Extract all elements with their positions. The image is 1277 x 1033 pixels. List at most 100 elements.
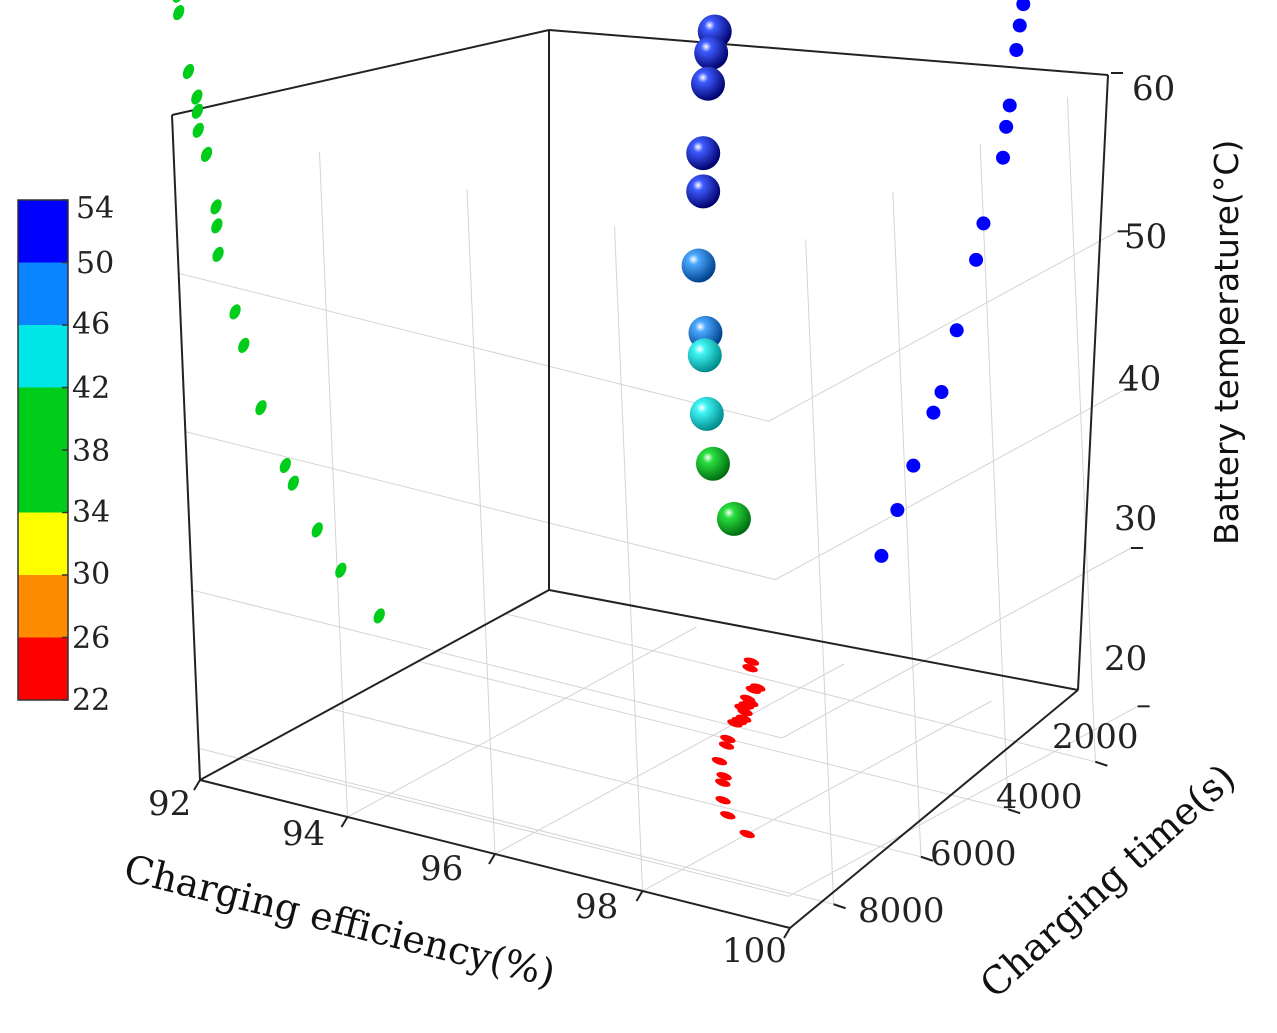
projection-point-red xyxy=(727,719,743,728)
x-tick-mark xyxy=(783,927,791,939)
colorbar-tick: 34 xyxy=(72,495,110,530)
colorbar-tick: 50 xyxy=(76,246,114,281)
projection-point-green xyxy=(279,457,291,474)
colorbar-tick: 26 xyxy=(72,621,110,656)
grid-line xyxy=(347,626,697,818)
y-tick-label: 4000 xyxy=(996,777,1083,817)
colorbar-band xyxy=(18,637,68,700)
tick-marks xyxy=(193,72,1150,939)
projection-point-blue xyxy=(934,385,949,400)
grid-line xyxy=(319,151,348,818)
projection-point-blue xyxy=(906,458,921,473)
grid-line xyxy=(892,191,922,857)
y-tick-label: 8000 xyxy=(858,891,945,931)
projection-point-green xyxy=(192,122,204,138)
projection-point-green xyxy=(212,246,224,262)
grid-line xyxy=(185,431,776,581)
projection-point-red xyxy=(742,664,758,673)
projection-point-green xyxy=(287,475,300,491)
projection-point-blue xyxy=(1002,98,1017,113)
projection-point-green xyxy=(173,5,185,21)
projection-point-green xyxy=(255,400,267,416)
scatter-sphere xyxy=(681,248,716,283)
x-tick-label: 94 xyxy=(282,814,325,854)
grid-line xyxy=(805,239,835,905)
colorbar-band xyxy=(18,575,68,638)
grid-line xyxy=(768,230,1118,422)
z-tick-label: 60 xyxy=(1132,69,1175,109)
projection-point-blue xyxy=(890,503,905,517)
colorbar-tick: 22 xyxy=(72,683,110,718)
grid-line xyxy=(642,700,992,892)
projection-point-green xyxy=(191,89,203,105)
projection-point-green xyxy=(172,0,184,3)
scatter-sphere xyxy=(695,446,730,481)
scatter-sphere xyxy=(691,66,726,101)
grid-line xyxy=(178,272,769,422)
grid-line xyxy=(243,755,834,905)
y-tick-mark xyxy=(920,855,934,862)
z-axis-title: Battery temperature(°C) xyxy=(1207,140,1246,545)
projection-point-red xyxy=(715,796,731,805)
y-tick-label: 2000 xyxy=(1052,717,1139,757)
floor-left-back-edge xyxy=(199,589,550,781)
grid-lines xyxy=(178,96,1138,905)
x-tick-mark xyxy=(488,853,496,865)
right-vertical-edge xyxy=(1077,74,1109,691)
projection-point-red xyxy=(715,778,731,787)
projection-point-blue xyxy=(1009,43,1024,58)
z-tick-label: 20 xyxy=(1104,639,1147,679)
colorbar-tick: 54 xyxy=(76,191,114,226)
grid-line xyxy=(979,144,1009,810)
top-right-edge xyxy=(548,29,1109,76)
projection-efficiency-temperature xyxy=(172,0,385,624)
projection-point-blue xyxy=(949,323,964,338)
scatter-spheres xyxy=(681,14,751,536)
scatter-sphere xyxy=(689,396,724,431)
grid-line xyxy=(788,705,1138,897)
projection-point-green xyxy=(182,63,195,80)
x-tick-label: 96 xyxy=(420,849,463,889)
colorbar-band xyxy=(18,512,68,575)
projection-point-green xyxy=(373,608,385,624)
x-tick-label: 100 xyxy=(722,931,787,971)
scatter-sphere xyxy=(716,501,751,536)
projection-point-green xyxy=(311,522,323,538)
grid-line xyxy=(614,225,643,892)
projection-point-green xyxy=(191,103,204,119)
x-tick-mark xyxy=(635,890,644,902)
y-tick-mark xyxy=(1007,808,1021,815)
grid-line xyxy=(494,663,845,855)
colorbar: 54 50 46 42 38 34 30 26 22 xyxy=(17,191,114,718)
grid-line xyxy=(330,708,921,858)
grid-line xyxy=(775,389,1125,581)
projection-point-blue xyxy=(1012,18,1027,33)
colorbar-tick: 46 xyxy=(72,307,110,342)
x-tick-labels: 92 94 96 98 100 xyxy=(148,784,787,971)
y-axis-line xyxy=(789,689,1079,929)
projection-point-red xyxy=(716,772,732,781)
z-tick-label: 30 xyxy=(1114,499,1157,539)
scatter-sphere xyxy=(686,174,721,209)
grid-line xyxy=(505,613,1096,763)
colorbar-tick: 42 xyxy=(72,371,110,406)
projection-point-red xyxy=(743,657,760,666)
grid-line xyxy=(418,660,1009,810)
projection-efficiency-time xyxy=(711,657,766,839)
projection-point-red xyxy=(739,829,755,839)
y-tick-mark xyxy=(1095,760,1108,767)
projection-point-blue xyxy=(996,150,1011,165)
projection-point-green xyxy=(229,304,241,320)
projection-point-red xyxy=(737,707,753,717)
grid-line xyxy=(466,188,496,855)
projection-point-red xyxy=(720,734,736,744)
grid-line xyxy=(781,547,1132,739)
floor-right-back-edge xyxy=(548,589,1079,691)
colorbar-bands xyxy=(18,200,68,700)
projection-point-red xyxy=(720,811,736,820)
z-tick-labels: 20 30 40 50 60 xyxy=(1104,69,1175,679)
grid-line xyxy=(191,589,783,739)
y-tick-label: 6000 xyxy=(930,834,1017,874)
